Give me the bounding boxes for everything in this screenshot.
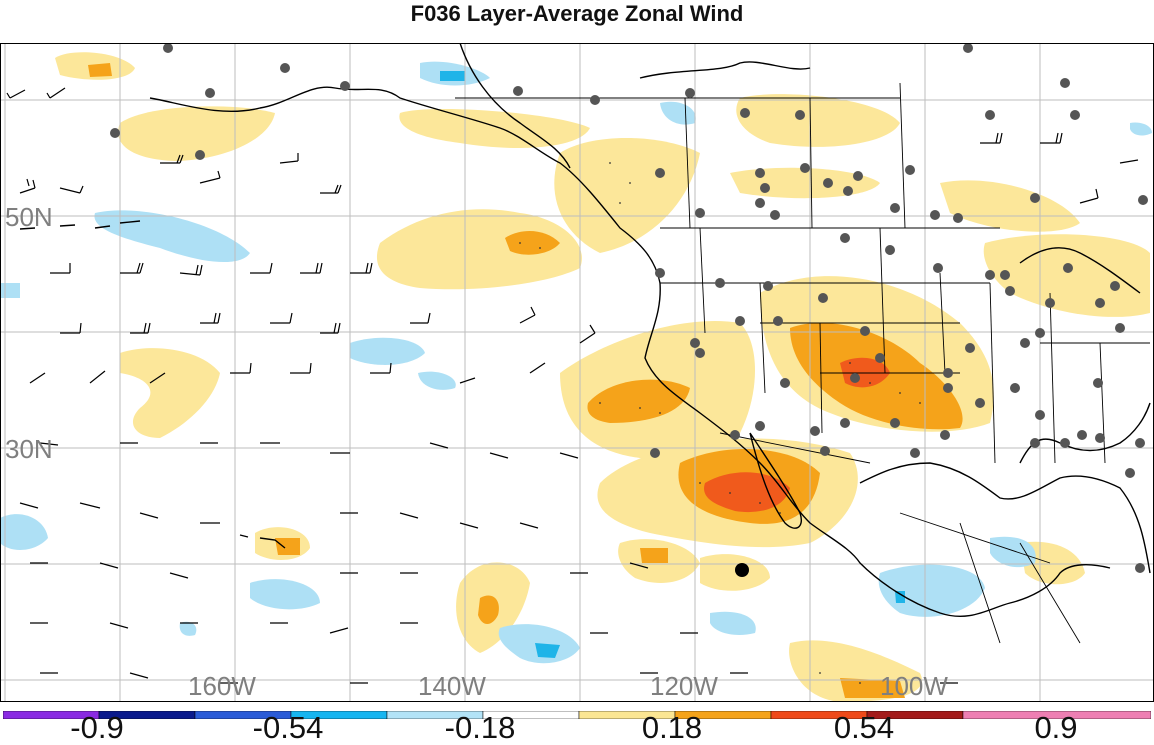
lon-label-160w: 160W [188,671,256,701]
lon-label-120w: 120W [650,671,718,701]
colorbar-tick-label: 0.54 [833,710,895,745]
colorbar-tick-label: 0.9 [1034,710,1078,745]
wind-barbs [6,87,1139,684]
lat-lon-grid [0,43,1154,702]
colorbar [2,706,1152,720]
map-title: F036 Layer-Average Zonal Wind [410,1,744,26]
significance-stipple [519,162,921,684]
positive-wind-shading [55,52,1150,702]
lon-label-140w: 140W [418,671,486,701]
highlighted-station-marker [735,563,749,577]
coastlines-and-borders [19,43,1151,618]
lon-label-100w: 100W [880,671,948,701]
map-panel: 50N 30N 160W 140W 120W 100W [0,43,1154,702]
lat-label-50n: 50N [5,202,53,232]
lat-label-30n: 30N [5,434,53,464]
negative-wind-shading [0,61,1152,664]
colorbar-tick-label: 0.18 [641,710,703,745]
colorbar-tick-label: -0.9 [70,710,124,745]
station-markers [110,43,1148,573]
colorbar-tick-label: -0.18 [444,710,516,745]
colorbar-tick-label: -0.54 [252,710,324,745]
